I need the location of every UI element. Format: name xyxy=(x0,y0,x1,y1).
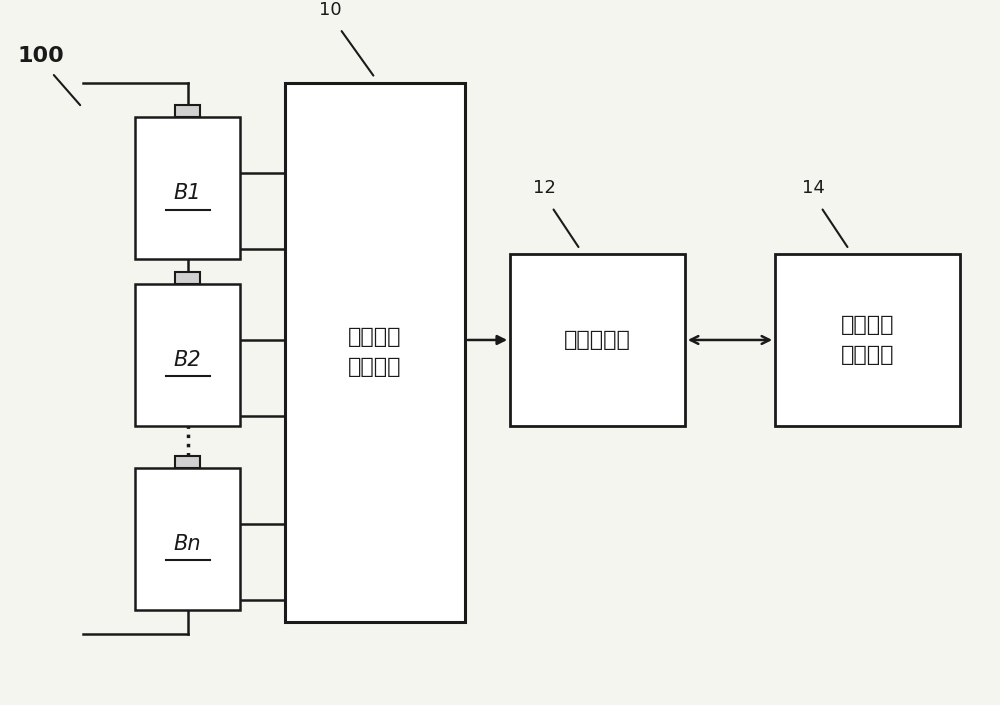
FancyBboxPatch shape xyxy=(175,272,200,283)
FancyBboxPatch shape xyxy=(285,82,465,622)
FancyBboxPatch shape xyxy=(135,117,240,259)
Text: B2: B2 xyxy=(174,350,201,369)
Text: 14: 14 xyxy=(802,179,824,197)
FancyBboxPatch shape xyxy=(175,456,200,468)
FancyBboxPatch shape xyxy=(175,105,200,117)
Text: 12: 12 xyxy=(533,179,555,197)
Text: 电池特性
测量装置: 电池特性 测量装置 xyxy=(348,327,402,377)
FancyBboxPatch shape xyxy=(135,468,240,610)
Text: 100: 100 xyxy=(18,46,65,66)
Text: B1: B1 xyxy=(174,183,201,203)
Text: 10: 10 xyxy=(319,1,341,19)
FancyBboxPatch shape xyxy=(775,255,960,426)
Text: 电池特性
分析装置: 电池特性 分析装置 xyxy=(841,315,894,364)
Text: 存储计算机: 存储计算机 xyxy=(564,330,631,350)
FancyBboxPatch shape xyxy=(135,283,240,426)
Text: Bn: Bn xyxy=(174,534,201,554)
FancyBboxPatch shape xyxy=(510,255,685,426)
